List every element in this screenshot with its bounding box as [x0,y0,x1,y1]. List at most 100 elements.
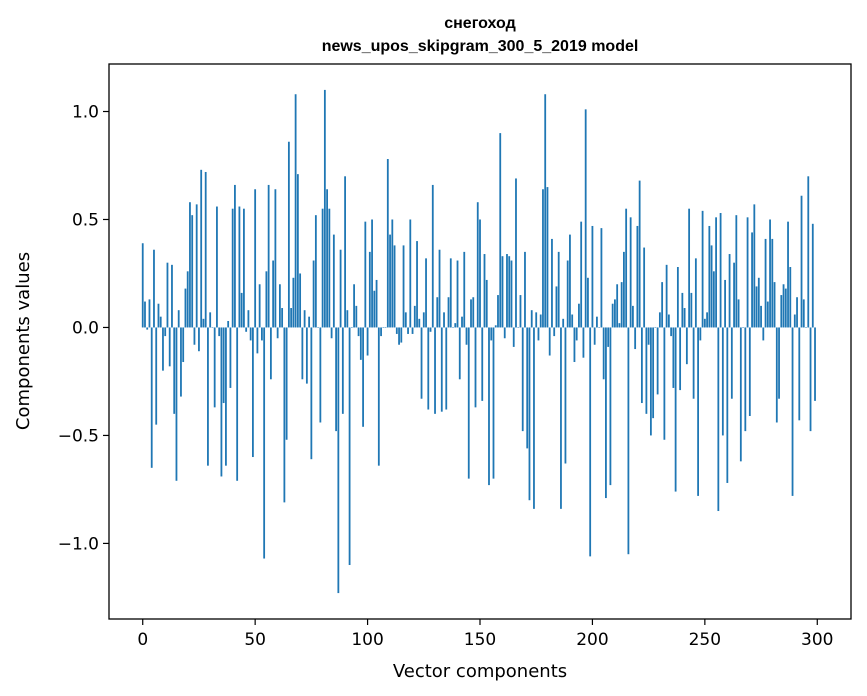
bar [798,327,801,421]
bar [607,327,610,347]
bar [314,215,317,328]
bar [501,256,504,328]
bar [775,327,778,423]
bar [395,327,398,334]
bar [153,249,155,328]
bar [319,327,322,423]
bar [778,327,780,399]
bar [254,189,257,328]
bar [402,245,405,328]
bar [305,327,308,384]
bar [278,284,281,328]
bar [807,176,810,328]
bar [517,327,520,328]
bar [744,327,747,432]
bar [389,234,391,328]
bar [431,184,434,328]
x-tick-label: 250 [689,630,721,650]
bar [771,238,774,328]
bar [735,215,738,328]
bar [703,318,706,328]
bar [204,171,207,328]
bar [580,221,583,328]
bar [638,180,641,328]
bar [728,254,731,328]
bar [195,204,198,328]
bar [393,245,396,328]
bar [535,312,538,328]
bar [445,327,448,410]
bar [625,208,628,328]
bar [623,251,625,328]
bar [193,327,196,345]
bar [796,297,798,328]
bar [753,204,756,328]
bar [375,279,378,328]
bar [436,297,439,328]
bar [382,327,385,328]
bar [609,327,612,486]
bar [418,318,421,328]
bar [737,299,740,328]
bar [350,327,353,328]
bar [589,327,592,557]
bar [425,258,427,328]
x-axis-ticks: 0 50 100 150 200 250 300 [137,619,833,650]
bar [252,327,254,458]
bar [510,260,513,328]
bar [692,327,695,399]
bar [605,327,607,499]
x-tick-label: 200 [576,630,608,650]
bar [166,262,169,328]
bar [539,314,542,328]
bar [782,284,785,328]
bar [173,327,176,414]
bar [721,327,724,436]
bar [429,327,432,332]
bar [303,310,306,328]
bar [694,258,697,328]
bar [773,282,776,328]
bar [555,286,558,328]
bar [708,225,711,328]
bar [476,202,479,328]
bar [542,189,544,328]
bar [168,327,171,367]
bar [676,267,679,328]
bar [141,243,144,328]
bar [202,318,205,328]
bar [564,327,567,464]
x-tick-label: 50 [244,630,266,650]
bar [164,327,167,337]
bar [503,327,506,339]
bar [611,303,614,328]
bar [674,327,677,492]
bar [247,310,250,328]
bar [719,213,722,328]
bar [337,327,340,594]
bar [364,221,367,328]
bar [751,232,753,328]
bar [616,284,619,328]
bar [551,238,553,328]
bar [461,316,463,328]
bar [373,290,376,328]
bar [490,327,493,341]
bar [162,327,164,371]
bar [766,301,769,328]
bar [467,327,470,479]
bar [627,327,630,555]
bar [180,327,182,397]
bar [339,249,342,328]
bar [368,251,371,328]
bar [328,208,331,328]
bar [688,208,691,328]
bar [764,238,767,328]
bar [472,297,475,328]
bar [341,327,344,414]
bar [665,264,668,328]
bar [791,327,794,496]
bar [335,327,337,432]
bar [683,308,686,328]
